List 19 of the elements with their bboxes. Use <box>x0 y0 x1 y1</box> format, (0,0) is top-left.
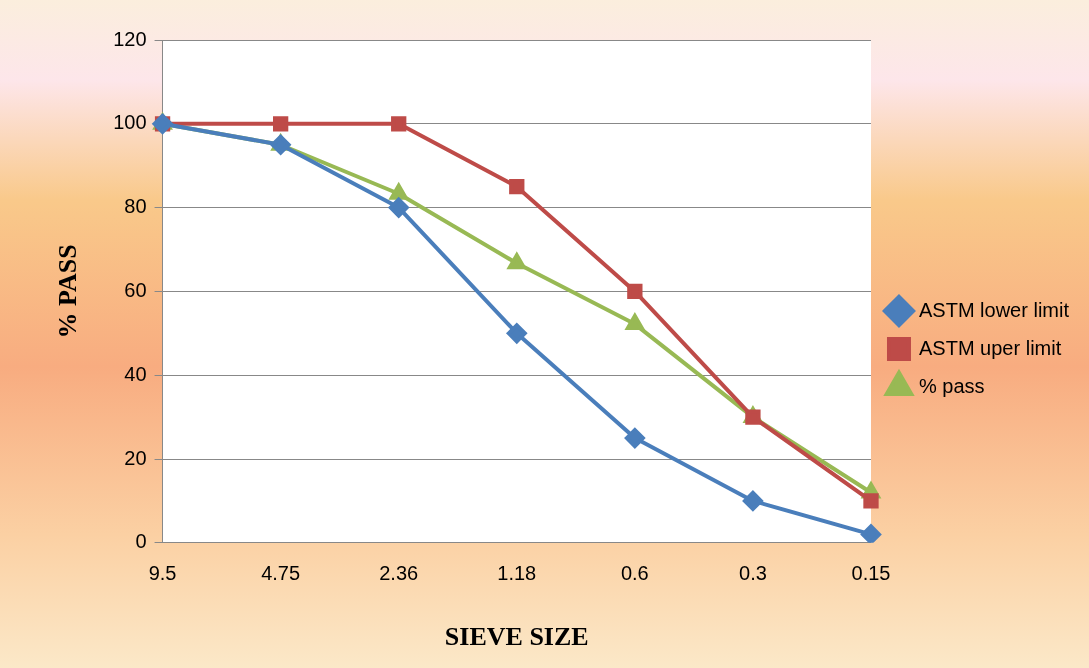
y-tick-label: 60 <box>124 278 147 301</box>
x-tick-label: 1.18 <box>497 562 537 585</box>
legend-label: ASTM uper limit <box>918 336 1062 359</box>
y-tick-label: 20 <box>124 446 147 469</box>
y-tick-label: 80 <box>124 195 147 218</box>
y-tick-label: 120 <box>113 27 147 50</box>
y-tick-label: 40 <box>124 362 147 385</box>
legend-label: ASTM lower limit <box>918 298 1070 321</box>
x-tick-label: 2.36 <box>379 562 419 585</box>
y-tick-label: 0 <box>135 530 147 553</box>
x-tick-label: 9.5 <box>148 562 177 585</box>
x-tick-label: 4.75 <box>261 562 301 585</box>
x-tick-label: 0.15 <box>851 562 891 585</box>
x-axis-title: SIEVE SIZE <box>444 622 589 652</box>
legend-label: % pass <box>918 374 985 397</box>
x-tick-label: 0.6 <box>620 562 649 585</box>
y-tick-label: 100 <box>113 111 147 134</box>
y-axis-title: % PASS <box>53 244 83 339</box>
x-tick-label: 0.3 <box>739 562 767 585</box>
